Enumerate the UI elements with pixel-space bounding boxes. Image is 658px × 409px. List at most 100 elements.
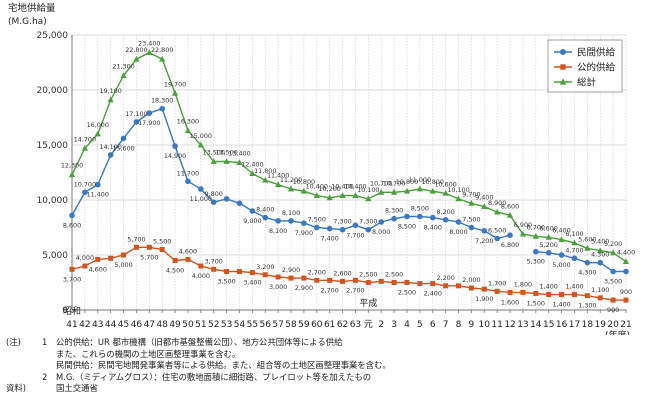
x-tick-label: 19 <box>595 320 607 330</box>
data-point <box>262 272 268 278</box>
x-tick-label: 43 <box>92 320 103 330</box>
data-point <box>210 199 217 205</box>
data-point <box>468 285 474 291</box>
data-label: 13,500 <box>215 149 237 157</box>
data-label: 3,500 <box>604 278 622 286</box>
data-point <box>107 152 114 158</box>
data-point <box>468 199 475 206</box>
data-label: 5,500 <box>153 238 171 246</box>
data-point <box>197 141 204 148</box>
data-label: 10,700 <box>383 179 405 187</box>
data-point <box>198 263 204 269</box>
legend-item: 公的供給 <box>554 62 616 74</box>
data-point <box>455 219 462 225</box>
data-label: 2,500 <box>398 289 416 297</box>
data-point <box>352 277 358 283</box>
x-tick-label: 51 <box>195 320 206 330</box>
data-label: 16,000 <box>87 121 109 129</box>
x-tick-label: 6 <box>430 320 436 330</box>
y-tick-label: 25,000 <box>37 31 69 41</box>
x-tick-label: 12 <box>504 320 515 330</box>
data-label: 10,400 <box>344 183 366 191</box>
data-label: 6,900 <box>514 221 532 229</box>
data-label: 1,900 <box>475 295 493 303</box>
data-label: 21,300 <box>112 63 134 71</box>
data-point <box>107 96 114 103</box>
legend-item: 総計 <box>554 77 597 89</box>
data-label: 8,200 <box>436 208 454 216</box>
data-label: 2,700 <box>346 286 364 294</box>
note-number: 2 <box>42 371 48 382</box>
data-point <box>416 185 423 192</box>
x-tick-label: 47 <box>144 320 155 330</box>
data-label: 3,500 <box>217 278 235 286</box>
data-label: 10,700 <box>74 180 96 188</box>
data-point <box>223 196 230 202</box>
data-label: 23,400 <box>138 40 160 48</box>
data-point <box>378 219 385 225</box>
data-label: 14,900 <box>164 152 186 160</box>
data-point <box>468 224 475 231</box>
data-point <box>623 297 629 303</box>
data-point <box>185 256 191 262</box>
data-label: 19,100 <box>99 87 121 95</box>
data-label: 18,300 <box>151 97 173 105</box>
data-point <box>94 181 101 188</box>
data-label: 2,700 <box>308 268 326 276</box>
data-label: 16,300 <box>177 118 199 126</box>
data-point <box>184 127 192 134</box>
x-tick-label: 21 <box>620 320 631 330</box>
data-label: 7,900 <box>295 229 313 237</box>
data-label: 1,100 <box>591 286 609 294</box>
series-2 <box>69 244 629 303</box>
data-point <box>404 213 410 220</box>
data-label: 2,500 <box>359 271 377 279</box>
data-point <box>610 297 616 303</box>
data-label: 8,900 <box>488 199 506 207</box>
data-label: 900 <box>620 288 632 296</box>
data-label: 9,000 <box>243 217 261 225</box>
data-label: 13,400 <box>228 150 250 158</box>
data-label: 4,300 <box>591 251 609 259</box>
note-text: また、これらの機関の土地区画整理事業を含む。 <box>56 348 241 359</box>
data-point <box>430 281 436 287</box>
data-point <box>390 188 398 195</box>
legend-label: 公的供給 <box>577 62 616 74</box>
data-label: 3,700 <box>63 275 81 283</box>
data-label: 11,200 <box>280 176 302 184</box>
series-3 <box>68 49 630 264</box>
data-point <box>82 263 88 269</box>
data-label: 5,700 <box>127 235 145 243</box>
data-label: 1,800 <box>514 280 532 288</box>
y-tick-label: 15,000 <box>37 141 69 151</box>
data-label: 22,800 <box>151 46 173 54</box>
data-point <box>378 188 385 195</box>
era-label-heisei: 平成 <box>359 297 377 309</box>
data-label: 13,500 <box>203 149 225 157</box>
data-point <box>559 292 565 298</box>
x-tick-label: 58 <box>285 320 297 330</box>
y-tick-label: 5,000 <box>42 251 68 261</box>
data-point <box>121 252 127 258</box>
data-label: 9,400 <box>475 194 493 202</box>
data-label: 8,600 <box>501 202 519 210</box>
data-label: 10,400 <box>306 183 328 191</box>
legend-label: 総計 <box>577 77 597 89</box>
data-point <box>597 295 603 301</box>
x-tick-label: 59 <box>298 320 310 330</box>
data-point <box>146 49 153 55</box>
data-label: 8,600 <box>63 221 81 229</box>
data-point <box>159 55 166 62</box>
data-point <box>81 144 88 151</box>
data-point <box>223 158 230 164</box>
data-label: 1,700 <box>488 279 506 287</box>
data-point <box>507 289 513 295</box>
data-label: 5,200 <box>604 240 622 248</box>
data-label: 4,500 <box>166 267 184 275</box>
data-point <box>584 293 590 299</box>
x-tick-label: 54 <box>234 320 246 330</box>
data-label: 5,300 <box>527 258 545 266</box>
x-tick-label: 48 <box>156 320 168 330</box>
data-point <box>211 266 217 272</box>
